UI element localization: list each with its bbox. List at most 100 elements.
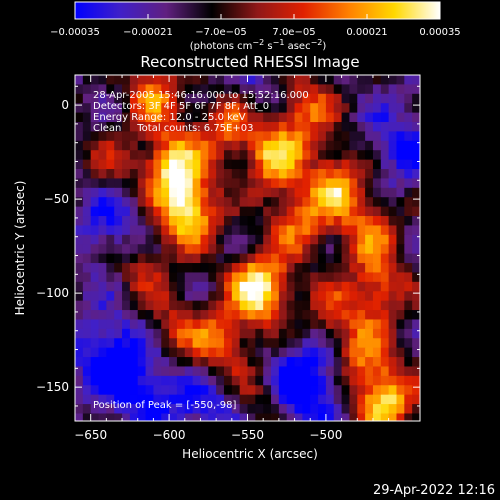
heatmap-cell — [192, 225, 202, 236]
heatmap-cell — [412, 338, 420, 349]
heatmap-cell — [318, 206, 327, 217]
heatmap-cell — [302, 225, 311, 236]
heatmap-cell — [247, 319, 256, 330]
heatmap-cell — [302, 244, 311, 255]
heatmap-cell — [294, 169, 303, 180]
heatmap-cell — [231, 357, 241, 368]
heatmap-cell — [239, 169, 249, 180]
heatmap-cell — [365, 375, 374, 386]
heatmap-cell — [365, 112, 374, 123]
heatmap-cell — [129, 75, 139, 86]
heatmap-cell — [325, 385, 335, 396]
heatmap-cell — [90, 366, 100, 377]
heatmap-cell — [333, 366, 343, 377]
heatmap-cell — [161, 103, 170, 114]
heatmap-cell — [98, 197, 107, 208]
heatmap-cell — [184, 253, 194, 264]
heatmap-cell — [216, 328, 225, 339]
heatmap-cell — [357, 375, 366, 386]
heatmap-cell — [114, 234, 123, 245]
heatmap-cell — [302, 103, 311, 114]
heatmap-cell — [365, 159, 374, 170]
annotation-peak-position: Position of Peak = [-550,-98] — [93, 400, 237, 411]
heatmap-cell — [75, 328, 84, 339]
heatmap-cell — [90, 131, 100, 142]
heatmap-cell — [278, 385, 288, 396]
heatmap-cell — [271, 394, 280, 405]
heatmap-cell — [255, 347, 264, 358]
heatmap-cell — [82, 394, 92, 405]
heatmap-cell — [90, 328, 100, 339]
heatmap-cell — [271, 93, 280, 104]
heatmap-cell — [153, 375, 162, 386]
heatmap-cell — [372, 197, 382, 208]
heatmap-cell — [388, 357, 398, 368]
heatmap-cell — [325, 75, 335, 86]
heatmap-cell — [380, 394, 390, 405]
heatmap-cell — [223, 169, 233, 180]
heatmap-cell — [302, 394, 311, 405]
heatmap-cell — [153, 225, 162, 236]
heatmap-cell — [106, 150, 115, 161]
heatmap-cell — [318, 413, 327, 421]
heatmap-cell — [286, 300, 296, 311]
heatmap-cell — [404, 112, 413, 123]
heatmap-cell — [239, 394, 249, 405]
heatmap-cell — [380, 159, 390, 170]
heatmap-cell — [239, 206, 249, 217]
heatmap-cell — [137, 394, 147, 405]
heatmap-cell — [278, 413, 288, 421]
heatmap-cell — [192, 357, 202, 368]
heatmap-cell — [129, 375, 139, 386]
heatmap-cell — [302, 291, 311, 302]
heatmap-cell — [239, 93, 249, 104]
heatmap-cell — [278, 197, 288, 208]
heatmap-cell — [200, 300, 209, 311]
heatmap-cell — [412, 216, 420, 227]
heatmap-cell — [129, 328, 139, 339]
heatmap-cell — [286, 131, 296, 142]
heatmap-cell — [318, 300, 327, 311]
heatmap-cell — [239, 197, 249, 208]
heatmap-cell — [372, 385, 382, 396]
heatmap-cell — [372, 93, 382, 104]
heatmap-cell — [271, 375, 280, 386]
heatmap-cell — [341, 234, 351, 245]
heatmap-cell — [286, 206, 296, 217]
colorbar-unit-label: (photons cm−2 s−1 asec−2) — [190, 38, 327, 53]
heatmap-cell — [302, 206, 311, 217]
heatmap-cell — [169, 244, 178, 255]
heatmap-cell — [216, 197, 225, 208]
heatmap-cell — [208, 234, 217, 245]
heatmap-cell — [176, 253, 186, 264]
heatmap-cell — [216, 357, 225, 368]
heatmap-cell — [98, 263, 107, 274]
heatmap-cell — [161, 328, 170, 339]
heatmap-cell — [75, 272, 84, 283]
heatmap-cell — [231, 319, 241, 330]
heatmap-cell — [341, 93, 351, 104]
heatmap-cell — [239, 272, 249, 283]
heatmap-cell — [302, 150, 311, 161]
heatmap-cell — [286, 234, 296, 245]
heatmap-cell — [255, 404, 264, 415]
heatmap-cell — [75, 112, 84, 123]
heatmap-cell — [271, 328, 280, 339]
heatmap-cell — [412, 328, 420, 339]
heatmap-cell — [129, 150, 139, 161]
heatmap-cell — [106, 103, 115, 114]
heatmap-cell — [388, 131, 398, 142]
heatmap-cell — [75, 93, 84, 104]
heatmap-cell — [341, 263, 351, 274]
heatmap-cell — [153, 131, 162, 142]
heatmap-cell — [325, 197, 335, 208]
heatmap-cell — [263, 272, 272, 283]
heatmap-cell — [325, 366, 335, 377]
heatmap-cell — [310, 225, 319, 236]
heatmap-cell — [169, 404, 178, 415]
heatmap-cell — [208, 366, 217, 377]
heatmap-cell — [278, 84, 288, 95]
heatmap-cell — [231, 122, 241, 133]
heatmap-cell — [388, 366, 398, 377]
heatmap-cell — [365, 366, 374, 377]
